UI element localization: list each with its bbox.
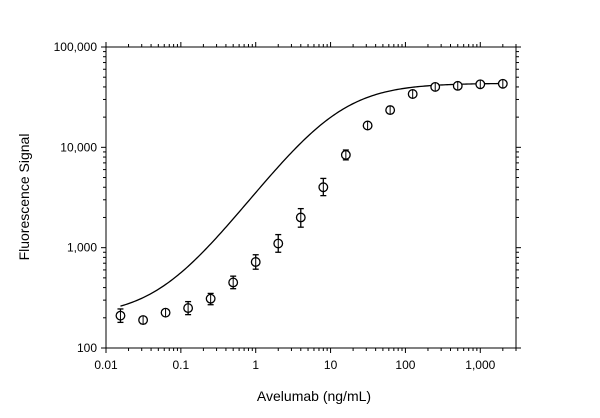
data-point xyxy=(228,275,239,290)
y-axis: 100 1,000 10,000 100,000 xyxy=(54,40,521,355)
x-tick-label: 1 xyxy=(252,358,259,372)
data-point xyxy=(407,89,418,99)
x-tick-label: 0.01 xyxy=(94,358,118,372)
x-tick-label: 10 xyxy=(324,358,338,372)
data-point xyxy=(362,120,373,131)
y-tick-label: 10,000 xyxy=(60,140,97,154)
data-point xyxy=(452,80,463,91)
data-point xyxy=(318,177,329,197)
data-point xyxy=(183,300,194,316)
data-point xyxy=(138,315,149,325)
data-points-layer xyxy=(115,78,508,325)
plot-frame xyxy=(105,46,517,349)
data-point xyxy=(295,207,306,228)
data-point xyxy=(205,292,216,306)
fit-curve-line xyxy=(120,82,503,307)
plot-border xyxy=(105,46,517,349)
x-tick-label: 100 xyxy=(395,358,415,372)
y-tick-label: 1,000 xyxy=(67,241,97,255)
x-tick-label: 1,000 xyxy=(465,358,495,372)
x-axis: 0.01 0.1 1 10 100 1,000 xyxy=(94,42,517,372)
fit-curve-layer xyxy=(120,82,503,307)
data-point xyxy=(250,254,261,270)
y-tick-label: 100,000 xyxy=(54,40,98,54)
data-point xyxy=(115,308,126,324)
data-point xyxy=(340,149,351,161)
y-tick-label: 100 xyxy=(77,341,97,355)
data-point xyxy=(475,79,486,90)
data-point xyxy=(385,105,396,116)
x-axis-title: Avelumab (ng/mL) xyxy=(257,388,371,404)
y-axis-title: Fluorescence Signal xyxy=(16,134,32,261)
data-point xyxy=(497,78,508,89)
x-tick-label: 0.1 xyxy=(173,358,190,372)
data-point xyxy=(430,81,441,92)
data-point xyxy=(273,233,284,253)
data-point xyxy=(160,307,171,318)
